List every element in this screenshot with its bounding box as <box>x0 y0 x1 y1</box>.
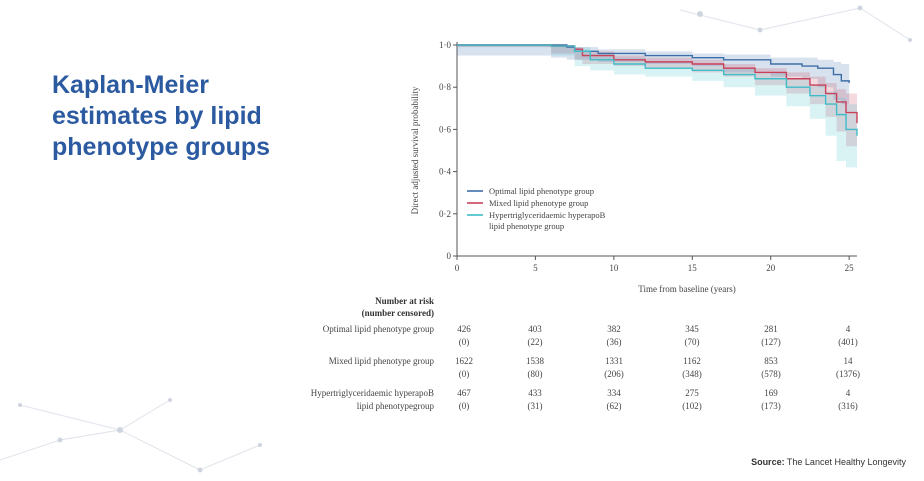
y-tick-label-4: 0·8 <box>439 82 451 92</box>
legend-label-0: Optimal lipid phenotype group <box>489 186 594 196</box>
legend-label-1: Mixed lipid phenotype group <box>489 198 588 208</box>
y-tick-label-2: 0·4 <box>439 167 451 177</box>
series-band-1 <box>457 45 857 147</box>
slide-title-line-1: Kaplan-Meier <box>52 71 209 99</box>
x-axis-label: Time from baseline (years) <box>638 284 735 294</box>
series-line-1 <box>457 44 858 124</box>
source-credit: Source: The Lancet Healthy Longevity <box>751 457 906 467</box>
slide-title-line-3: phenotype groups <box>52 133 271 161</box>
x-tick-label-5: 25 <box>845 263 855 273</box>
series-line-2 <box>457 44 858 136</box>
y-tick-label-3: 0·6 <box>439 124 451 134</box>
x-tick-label-4: 20 <box>766 263 776 273</box>
source-label: Source: <box>751 457 785 467</box>
series-band-2 <box>457 45 857 168</box>
x-tick-label-1: 5 <box>533 263 538 273</box>
x-tick-label-2: 10 <box>609 263 619 273</box>
kaplan-meier-chart: 0 0·2 0·4 0·6 0·8 1·0 0 5 10 15 20 25 Time from base… <box>410 40 858 294</box>
legend-label-2: Hypertriglyceridaemic hyperapoB <box>489 210 606 220</box>
x-tick-label-3: 15 <box>688 263 698 273</box>
slide-title: Kaplan-Meier estimates by lipid phenotyp… <box>52 70 312 163</box>
y-tick-label-1: 0·2 <box>439 209 451 219</box>
y-tick-label-5: 1·0 <box>439 40 451 50</box>
slide-title-line-2: estimates by lipid <box>52 102 262 130</box>
y-tick-label-0: 0 <box>447 251 452 261</box>
legend-label-2-1: lipid phenotype group <box>489 221 564 231</box>
y-axis-label: Direct adjusted survival probability <box>410 86 420 214</box>
x-tick-label-0: 0 <box>455 263 460 273</box>
source-text: The Lancet Healthy Longevity <box>786 457 906 467</box>
